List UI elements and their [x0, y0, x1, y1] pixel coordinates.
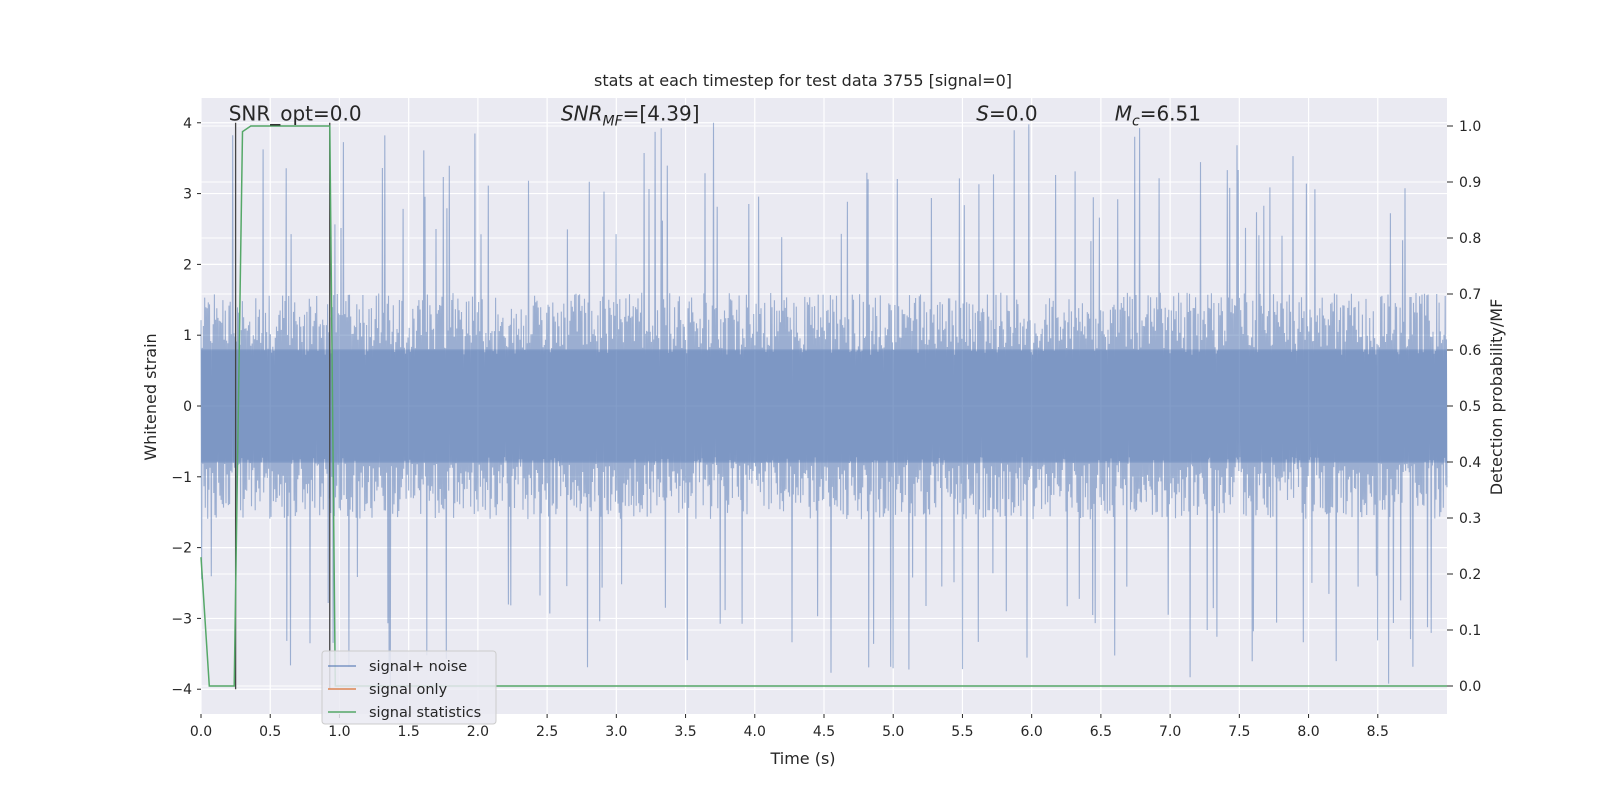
- annotations: SNR_opt=0.0 SNRMF=[4.39] S=0.0 Mc=6.51: [229, 102, 1201, 130]
- x-tick-label: 5.5: [951, 724, 973, 740]
- x-tick-label: 3.0: [605, 724, 627, 740]
- x-ticks: 0.0 0.5 1.0 1.5 2.0 2.5 3.0 3.5 4.0 4.5 5.0 5.5 6.0 6…: [190, 714, 1389, 740]
- y2-tick-label: 0.4: [1459, 455, 1481, 471]
- y-tick-label: −3: [171, 611, 192, 627]
- x-axis-label: Time (s): [769, 749, 835, 768]
- legend: signal+ noise signal only signal statistic…: [321, 650, 497, 725]
- x-tick-label: 8.0: [1297, 724, 1319, 740]
- y-tick-label: −2: [171, 541, 192, 557]
- y-tick-label: −4: [171, 682, 192, 698]
- x-tick-label: 1.0: [328, 724, 350, 740]
- noise-core-band: [201, 349, 1447, 463]
- x-tick-label: 0.5: [259, 724, 281, 740]
- x-tick-label: 4.0: [744, 724, 766, 740]
- annotation: SNR_opt=0.0: [229, 102, 362, 126]
- x-tick-label: 5.0: [882, 724, 904, 740]
- x-tick-label: 3.5: [674, 724, 696, 740]
- y-tick-label: 1: [183, 328, 192, 344]
- x-tick-label: 7.5: [1228, 724, 1250, 740]
- x-tick-label: 2.0: [467, 724, 489, 740]
- y2-tick-label: 0.2: [1459, 567, 1481, 583]
- y2-tick-label: 0.1: [1459, 623, 1481, 639]
- y-tick-label: 2: [183, 257, 192, 273]
- x-tick-label: 8.5: [1367, 724, 1389, 740]
- signal-statistics-line: [200, 125, 1447, 687]
- legend-label: signal+ noise: [369, 659, 467, 675]
- annotation: Mc=6.51: [1115, 102, 1201, 130]
- y-tick-label: 4: [183, 116, 192, 132]
- x-tick-label: 4.5: [813, 724, 835, 740]
- noise-trace: [200, 122, 1448, 687]
- y-tick-label: 0: [183, 399, 192, 415]
- annotation: S=0.0: [976, 102, 1037, 126]
- y2-tick-label: 0.6: [1459, 343, 1481, 359]
- chart-title: stats at each timestep for test data 375…: [594, 71, 1012, 90]
- x-tick-label: 6.0: [1021, 724, 1043, 740]
- x-tick-label: 7.0: [1159, 724, 1181, 740]
- y2-ticks: 1.0 0.9 0.8 0.7 0.6 0.5 0.4 0.3 0.2 0.1 0.0: [1447, 119, 1481, 695]
- y2-axis-label: Detection probability/MF: [1487, 299, 1506, 496]
- y2-tick-label: 0.9: [1459, 175, 1481, 191]
- y-tick-label: −1: [171, 470, 192, 486]
- x-tick-label: 6.5: [1090, 724, 1112, 740]
- y2-tick-label: 0.5: [1459, 399, 1481, 415]
- y2-tick-label: 0.0: [1459, 679, 1481, 695]
- y-ticks: 4 3 2 1 0 −1 −2 −3 −4: [171, 116, 201, 698]
- x-tick-label: 1.5: [398, 724, 420, 740]
- y2-tick-label: 0.8: [1459, 231, 1481, 247]
- legend-label: signal only: [369, 682, 448, 698]
- y-axis-label: Whitened strain: [141, 333, 160, 460]
- x-tick-label: 2.5: [536, 724, 558, 740]
- legend-label: signal statistics: [369, 705, 481, 721]
- y2-tick-label: 0.3: [1459, 511, 1481, 527]
- y2-tick-label: 0.7: [1459, 287, 1481, 303]
- legend-box: [321, 650, 497, 725]
- signal-noise-series: [200, 122, 1448, 687]
- y-tick-label: 3: [183, 187, 192, 203]
- x-tick-label: 0.0: [190, 724, 212, 740]
- annotation: SNRMF=[4.39]: [561, 102, 700, 130]
- y2-tick-label: 1.0: [1459, 119, 1481, 135]
